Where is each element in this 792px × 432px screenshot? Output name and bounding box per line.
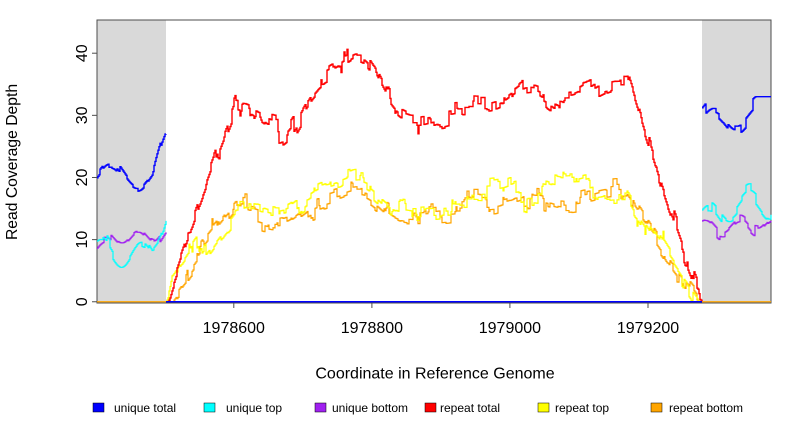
svg-text:unique bottom: unique bottom (332, 401, 408, 415)
svg-text:1978800: 1978800 (341, 320, 403, 337)
svg-text:10: 10 (74, 231, 91, 249)
svg-text:1979200: 1979200 (617, 320, 679, 337)
svg-text:40: 40 (74, 44, 91, 62)
svg-text:unique top: unique top (226, 401, 282, 415)
svg-text:repeat total: repeat total (440, 401, 500, 415)
svg-text:1979000: 1979000 (479, 320, 541, 337)
svg-text:1978600: 1978600 (203, 320, 265, 337)
svg-text:unique total: unique total (114, 401, 176, 415)
svg-text:20: 20 (74, 168, 91, 186)
svg-text:Read Coverage Depth: Read Coverage Depth (4, 84, 21, 240)
svg-text:Coordinate in Reference Genome: Coordinate in Reference Genome (315, 366, 554, 383)
svg-text:repeat top: repeat top (555, 401, 609, 415)
svg-text:30: 30 (74, 106, 91, 124)
svg-text:0: 0 (74, 297, 91, 306)
svg-text:repeat bottom: repeat bottom (669, 401, 743, 415)
